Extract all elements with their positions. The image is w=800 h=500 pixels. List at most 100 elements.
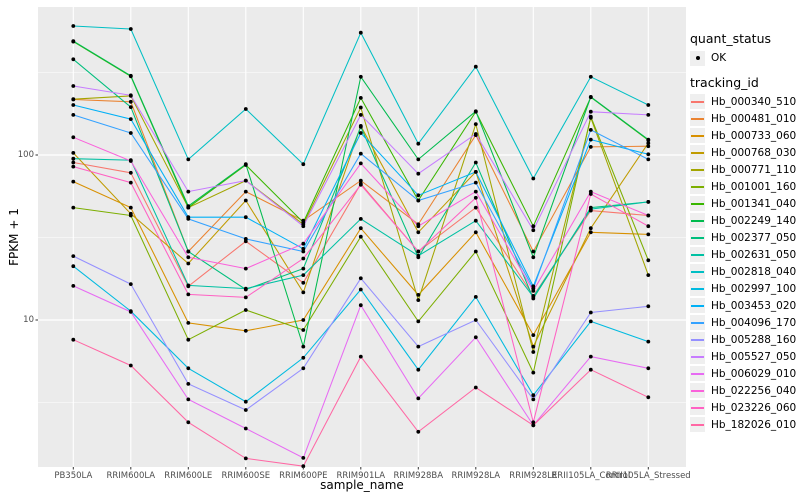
- data-point: [358, 303, 363, 308]
- data-point: [531, 344, 536, 349]
- legend-item-label: Hb_004096_170: [711, 316, 797, 329]
- data-point: [358, 131, 363, 135]
- legend-key-box: [690, 332, 705, 347]
- data-point: [128, 170, 133, 175]
- legend-key-line: [691, 389, 704, 392]
- data-point: [71, 264, 76, 269]
- legend-item-Hb_000481_010: Hb_000481_010: [690, 110, 796, 127]
- data-point: [71, 39, 76, 43]
- data-point: [416, 293, 421, 297]
- data-point: [71, 156, 76, 161]
- legend-key-line: [691, 100, 704, 103]
- data-point: [71, 103, 76, 107]
- legend-key-box: [690, 383, 705, 398]
- data-point: [301, 464, 306, 469]
- legend-key-box: [690, 247, 705, 262]
- legend-key-box: [690, 298, 705, 313]
- x-tick-label: RRII105LA_Control: [551, 471, 631, 481]
- legend-key-box: [690, 366, 705, 381]
- legend-item-Hb_000768_030: Hb_000768_030: [690, 144, 796, 161]
- data-point: [186, 420, 191, 425]
- data-point: [243, 189, 248, 194]
- data-point: [588, 114, 593, 119]
- y-tick-label: 100: [17, 150, 34, 160]
- data-point: [646, 157, 651, 162]
- legend-tracking-items: Hb_000340_510 Hb_000481_010 Hb_000733_060 H…: [690, 93, 796, 433]
- legend-key-line: [691, 338, 704, 341]
- data-point: [186, 397, 191, 402]
- legend-item-Hb_002818_040: Hb_002818_040: [690, 263, 796, 280]
- data-point: [531, 295, 536, 299]
- legend-item-Hb_005527_050: Hb_005527_050: [690, 348, 796, 365]
- data-point: [416, 141, 421, 146]
- data-point: [473, 160, 478, 165]
- data-point: [358, 182, 363, 187]
- data-point: [416, 230, 421, 235]
- legend-key-box: [690, 417, 705, 432]
- data-point: [71, 135, 76, 140]
- data-point: [301, 256, 306, 261]
- data-point: [473, 335, 478, 340]
- data-point: [588, 74, 593, 79]
- data-point: [646, 152, 651, 157]
- data-point: [588, 127, 593, 132]
- data-point: [243, 399, 248, 404]
- legend-key-box: [690, 196, 705, 211]
- legend-item-label: Hb_000768_030: [711, 146, 797, 159]
- data-point: [301, 273, 306, 277]
- legend-item-label: Hb_003453_020: [711, 299, 797, 312]
- legend-key-line: [691, 219, 704, 222]
- data-point: [71, 337, 76, 342]
- data-point: [358, 276, 363, 281]
- x-tick-label: PB350LA: [54, 471, 93, 481]
- legend-key-line: [691, 134, 704, 137]
- legend-key-line: [691, 355, 704, 358]
- legend-key-line: [691, 168, 704, 171]
- data-point: [243, 107, 248, 111]
- data-point: [473, 109, 478, 114]
- legend-item-label: Hb_001341_040: [711, 197, 797, 210]
- legend-item-Hb_002997_100: Hb_002997_100: [690, 280, 796, 297]
- data-point: [473, 64, 478, 69]
- data-point: [588, 207, 593, 212]
- data-point: [128, 310, 133, 314]
- legend-key-box: [690, 400, 705, 415]
- x-tick-label: RRIM600SE: [221, 471, 271, 481]
- data-point: [531, 397, 536, 402]
- data-point: [473, 189, 478, 194]
- data-point: [71, 97, 76, 102]
- data-point: [186, 283, 191, 288]
- legend-key-box: [690, 111, 705, 126]
- data-point: [186, 261, 191, 266]
- data-point: [301, 328, 306, 332]
- data-point: [473, 132, 478, 136]
- data-point: [416, 157, 421, 162]
- legend-item-label: Hb_002818_040: [711, 265, 797, 278]
- data-point: [646, 137, 651, 142]
- data-point: [301, 344, 306, 349]
- data-point: [646, 304, 651, 309]
- data-point: [301, 366, 306, 371]
- data-point: [301, 246, 306, 251]
- legend-item-label: Hb_000340_510: [711, 95, 797, 108]
- x-tick-label: RRIM600LA: [106, 471, 156, 481]
- data-point: [531, 333, 536, 337]
- legend-item-Hb_002377_050: Hb_002377_050: [690, 229, 796, 246]
- data-point: [588, 192, 593, 196]
- data-point: [243, 215, 248, 220]
- data-point: [646, 213, 651, 218]
- data-point: [531, 228, 536, 233]
- data-point: [646, 103, 651, 107]
- y-axis-title: FPKM + 1: [7, 208, 21, 266]
- legend-key-line: [691, 372, 704, 375]
- data-point: [301, 318, 306, 322]
- data-point: [588, 319, 593, 324]
- data-point: [358, 287, 363, 292]
- legend-item-Hb_005288_160: Hb_005288_160: [690, 331, 796, 348]
- legend-key-box: [690, 230, 705, 245]
- data-point: [128, 159, 133, 163]
- legend-key-box: [690, 179, 705, 194]
- legend-key-line: [691, 185, 704, 188]
- legend-key-box: [690, 50, 705, 66]
